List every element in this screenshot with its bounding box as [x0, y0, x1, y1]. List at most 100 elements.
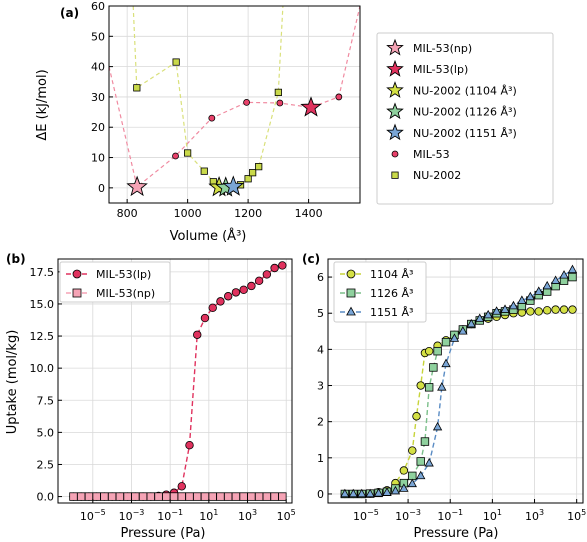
panel-b-point — [239, 492, 248, 501]
panel-c-legend-box — [333, 261, 427, 323]
panel-c-point — [424, 383, 434, 392]
panel-c-point — [542, 306, 552, 315]
panel-c-point — [433, 346, 442, 356]
panel-c-ytick-label: 1 — [317, 452, 324, 465]
panel-b-point — [223, 292, 233, 301]
panel-c-point — [441, 337, 451, 347]
panel-c-frame — [327, 258, 584, 504]
panel-b-point — [231, 492, 241, 501]
panel-c-legend-marker — [346, 306, 356, 316]
panel-a-tag: (a) — [60, 6, 79, 20]
panel-c-point — [365, 488, 375, 498]
panel-c-point — [399, 466, 409, 475]
panel-a-point — [184, 149, 192, 157]
panel-c-point — [424, 458, 434, 467]
panel-a-ytick-label: 20 — [91, 121, 105, 134]
panel-b-point — [185, 441, 194, 450]
panel-b-legend-marker — [72, 269, 82, 279]
panel-c: (c) Pressure (Pa) 10−5 10−3 10−1 101 103 105 0… — [302, 252, 586, 541]
panel-b-point — [208, 492, 217, 501]
panel-c-point — [542, 280, 552, 290]
panel-a: (a) Volume (Å³) ΔE (kJ/mol) 800 1000 1200 1… — [35, 0, 554, 244]
panel-a-legend-label: MIL-53(lp) — [413, 63, 468, 76]
panel-c-point — [449, 333, 460, 342]
panel-b-xtick-label: 10−5 — [80, 508, 106, 523]
panel-b-ytick-label: 5.0 — [37, 426, 55, 439]
panel-c-legend: 1104 Å³ 1126 Å³ 1151 Å³ — [333, 261, 427, 323]
panel-b-point — [216, 492, 225, 501]
panel-a-legend-label: MIL-53(np) — [413, 42, 472, 55]
panel-b-legend: MIL-53(lp) MIL-53(np) — [59, 261, 171, 303]
panel-c-point — [491, 306, 502, 315]
panel-b-ytick-label: 12.5 — [30, 330, 55, 343]
panel-b-xtick-label: 10−3 — [119, 508, 145, 523]
panel-c-point — [420, 437, 430, 446]
panel-c-point — [373, 488, 384, 497]
panel-b-plot — [69, 261, 287, 501]
panel-c-point — [412, 412, 421, 421]
panel-b-point — [162, 492, 171, 501]
panel-c-point — [517, 295, 527, 304]
panel-b-point — [262, 270, 272, 279]
panel-c-xtick-label: 10−3 — [395, 508, 421, 523]
panel-b-point — [216, 297, 225, 306]
panel-a-point — [243, 98, 250, 106]
panel-b-point — [223, 492, 233, 501]
panel-a-xtick-label: 1000 — [174, 207, 202, 220]
panel-c-legend-label: 1126 Å³ — [370, 287, 413, 300]
panel-b-xtick-label: 105 — [277, 508, 296, 523]
panel-c-point — [416, 381, 425, 390]
panel-b-point — [193, 330, 202, 339]
panel-a-point — [244, 175, 252, 183]
panel-c-point — [526, 307, 535, 316]
panel-b-xtick-label: 101 — [199, 508, 218, 523]
panel-c-point — [568, 272, 577, 282]
panel-c-legend-marker — [346, 269, 356, 279]
panel-a-ytick-label: 10 — [91, 152, 105, 165]
panel-c-xtick-label: 101 — [483, 508, 502, 523]
panel-b-point — [239, 285, 248, 295]
panel-a-point — [172, 152, 179, 160]
panel-b-frame — [57, 258, 293, 504]
panel-b-xtick-label: 103 — [238, 508, 257, 523]
panel-a-star — [300, 96, 322, 117]
panel-a-xlabel: Volume (Å³) — [170, 228, 247, 244]
panel-c-point — [500, 304, 510, 313]
panel-c-xtick-label: 10−1 — [437, 508, 463, 523]
panel-b-tag: (b) — [6, 252, 26, 266]
panel-c-xtick-label: 103 — [525, 508, 544, 523]
panel-a-point — [255, 163, 263, 171]
panel-a-ytick-label: 50 — [91, 30, 105, 43]
panel-a-legend-label: NU-2002 (1126 Å³) — [413, 106, 517, 119]
panel-c-point — [534, 286, 544, 295]
panel-a-xtick-label: 1400 — [295, 207, 323, 220]
panel-b-point — [177, 492, 186, 501]
panel-c-xtick-label: 105 — [567, 508, 586, 523]
panel-a-legend-label: NU-2002 (1104 Å³) — [413, 84, 517, 97]
panel-b-point — [131, 492, 140, 501]
panel-a-star — [126, 175, 148, 197]
panel-c-point — [408, 471, 417, 481]
panel-c-ytick-label: 2 — [317, 416, 324, 429]
panel-c-point — [408, 446, 417, 455]
panel-c-point — [416, 470, 426, 480]
panel-c-point — [568, 305, 577, 314]
panel-a-legend-box — [376, 32, 554, 205]
panel-b-ytick-label: 0.0 — [37, 491, 55, 504]
panel-b-point — [107, 492, 117, 501]
panel-b-point — [254, 276, 264, 286]
panel-b-xlabel: Pressure (Pa) — [120, 526, 205, 541]
panel-b-point — [146, 492, 156, 501]
panel-b-point — [247, 281, 256, 291]
panel-a-series-line — [109, 6, 360, 188]
panel-a-xtick-label: 800 — [117, 207, 138, 220]
panel-c-point — [483, 309, 493, 319]
panel-a-legend-label: NU-2002 (1151 Å³) — [413, 127, 517, 140]
panel-b: (b) Pressure (Pa) Uptake (mol/kg) 10−5 10… — [5, 252, 296, 541]
panel-c-point — [340, 488, 350, 498]
panel-b-legend-marker — [72, 288, 82, 298]
panel-a-ylabel: ΔE (kJ/mol) — [35, 69, 50, 140]
panel-a-legend-marker — [386, 102, 404, 120]
panel-b-point — [77, 492, 86, 501]
panel-c-legend-marker — [346, 288, 356, 298]
